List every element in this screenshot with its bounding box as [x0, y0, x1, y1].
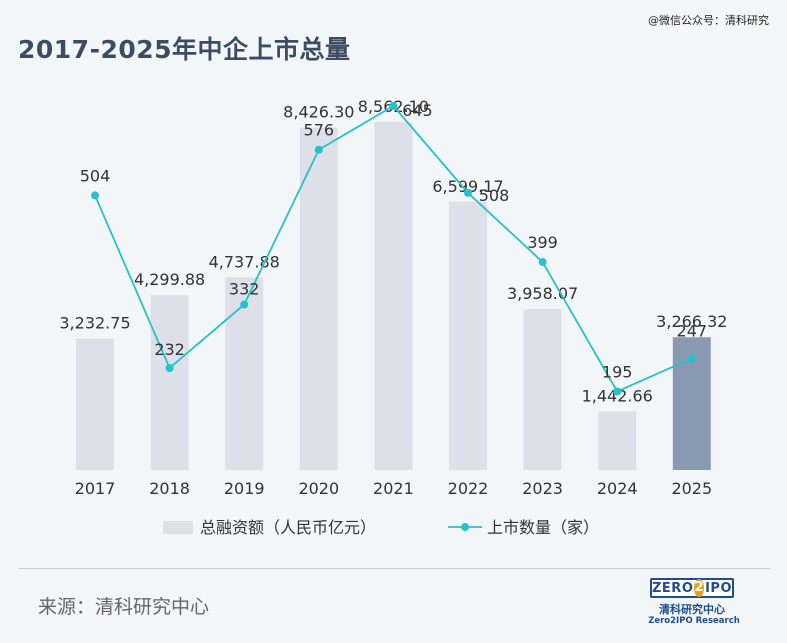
line-point-2017 [91, 191, 99, 200]
line-point-2018 [165, 363, 174, 372]
bar-2017 [76, 338, 114, 470]
logo-text-right: IPO [705, 580, 732, 596]
logo-text-left: ZERO [652, 580, 694, 596]
bar-value-label-2024: 1,442.66 [582, 386, 653, 405]
bar-2024 [598, 411, 637, 470]
bar-value-label-2017: 3,232.75 [59, 314, 130, 333]
line-point-2019 [240, 300, 249, 309]
x-tick-label-2020: 2020 [298, 479, 339, 498]
line-value-label-2024: 195 [602, 362, 633, 381]
line-point-2023 [538, 258, 547, 267]
zero2ipo-logo: ZERO 2 IPO 清科研究中心 Zero2IPO Research [648, 578, 750, 634]
chart-area: 3,232.754,299.884,737.888,426.308,562.10… [59, 97, 727, 537]
x-tick-label-2019: 2019 [224, 479, 265, 498]
x-tick-label-2023: 2023 [522, 479, 563, 498]
watermark-text: @微信公众号：清科研究 [648, 14, 769, 27]
bar-value-label-2023: 3,958.07 [507, 284, 578, 303]
bar-value-label-2018: 4,299.88 [134, 270, 205, 289]
x-tick-label-2017: 2017 [75, 479, 116, 498]
x-tick-label-2021: 2021 [373, 479, 414, 498]
source-note: 来源：清科研究中心 [38, 596, 210, 618]
line-point-2020 [314, 145, 323, 154]
bar-2020 [299, 127, 338, 471]
bar-value-label-2019: 4,737.88 [209, 252, 280, 271]
legend-swatch-bar [163, 521, 193, 534]
bar-2019 [225, 277, 264, 470]
bar-2023 [523, 309, 562, 470]
x-tick-label-2022: 2022 [448, 479, 489, 498]
line-value-label-2019: 332 [229, 280, 260, 299]
divider [18, 568, 770, 569]
line-value-label-2022: 508 [479, 186, 510, 205]
line-value-label-2023: 399 [527, 233, 558, 252]
bar-2021 [374, 122, 413, 470]
legend-label-bar: 总融资额（人民币亿元） [200, 518, 376, 537]
bar-2022 [449, 201, 487, 470]
x-tick-label-2018: 2018 [149, 479, 190, 498]
line-point-2025 [687, 354, 696, 363]
legend-swatch-line-marker [461, 523, 469, 531]
bar-value-label-2025: 3,266.32 [656, 312, 727, 331]
logo-cn-text: 清科研究中心 [659, 603, 725, 616]
bar-value-label-2020: 8,426.30 [283, 103, 354, 122]
bar-2018 [150, 295, 189, 470]
line-point-2024 [613, 387, 622, 396]
line-value-label-2021: 645 [402, 101, 433, 120]
logo-en-text: Zero2IPO Research [648, 616, 740, 626]
x-tick-label-2024: 2024 [597, 479, 638, 498]
line-point-2022 [464, 188, 472, 197]
bar-value-label-2022: 6,599.17 [432, 177, 503, 196]
logo-mark: ZERO 2 IPO [650, 578, 734, 598]
line-value-label-2018: 232 [154, 340, 185, 359]
line-value-label-2020: 576 [304, 121, 335, 140]
logo-digit: 2 [694, 579, 705, 597]
x-tick-label-2025: 2025 [671, 479, 712, 498]
chart-title: 2017-2025年中企上市总量 [18, 35, 351, 64]
legend-label-line: 上市数量（家） [487, 518, 599, 537]
line-value-label-2025: 247 [677, 321, 708, 340]
line-value-label-2017: 504 [80, 166, 111, 185]
line-point-2021 [389, 101, 398, 110]
